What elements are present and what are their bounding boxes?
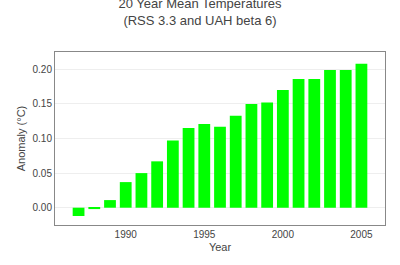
svg-text:1995: 1995 (193, 229, 216, 240)
svg-text:2000: 2000 (272, 229, 295, 240)
svg-text:0.20: 0.20 (33, 64, 53, 75)
svg-text:2005: 2005 (350, 229, 373, 240)
svg-text:1990: 1990 (115, 229, 138, 240)
svg-text:20 Year Mean Temperatures(RSS: 20 Year Mean Temperatures(RSS 3.3 and UA… (118, 0, 282, 28)
svg-text:0.00: 0.00 (33, 202, 53, 213)
svg-text:Year: Year (209, 241, 232, 253)
svg-text:Anomaly (°C): Anomaly (°C) (15, 106, 27, 172)
svg-text:0.10: 0.10 (33, 133, 53, 144)
svg-text:0.15: 0.15 (33, 98, 53, 109)
svg-text:0.05: 0.05 (33, 168, 53, 179)
